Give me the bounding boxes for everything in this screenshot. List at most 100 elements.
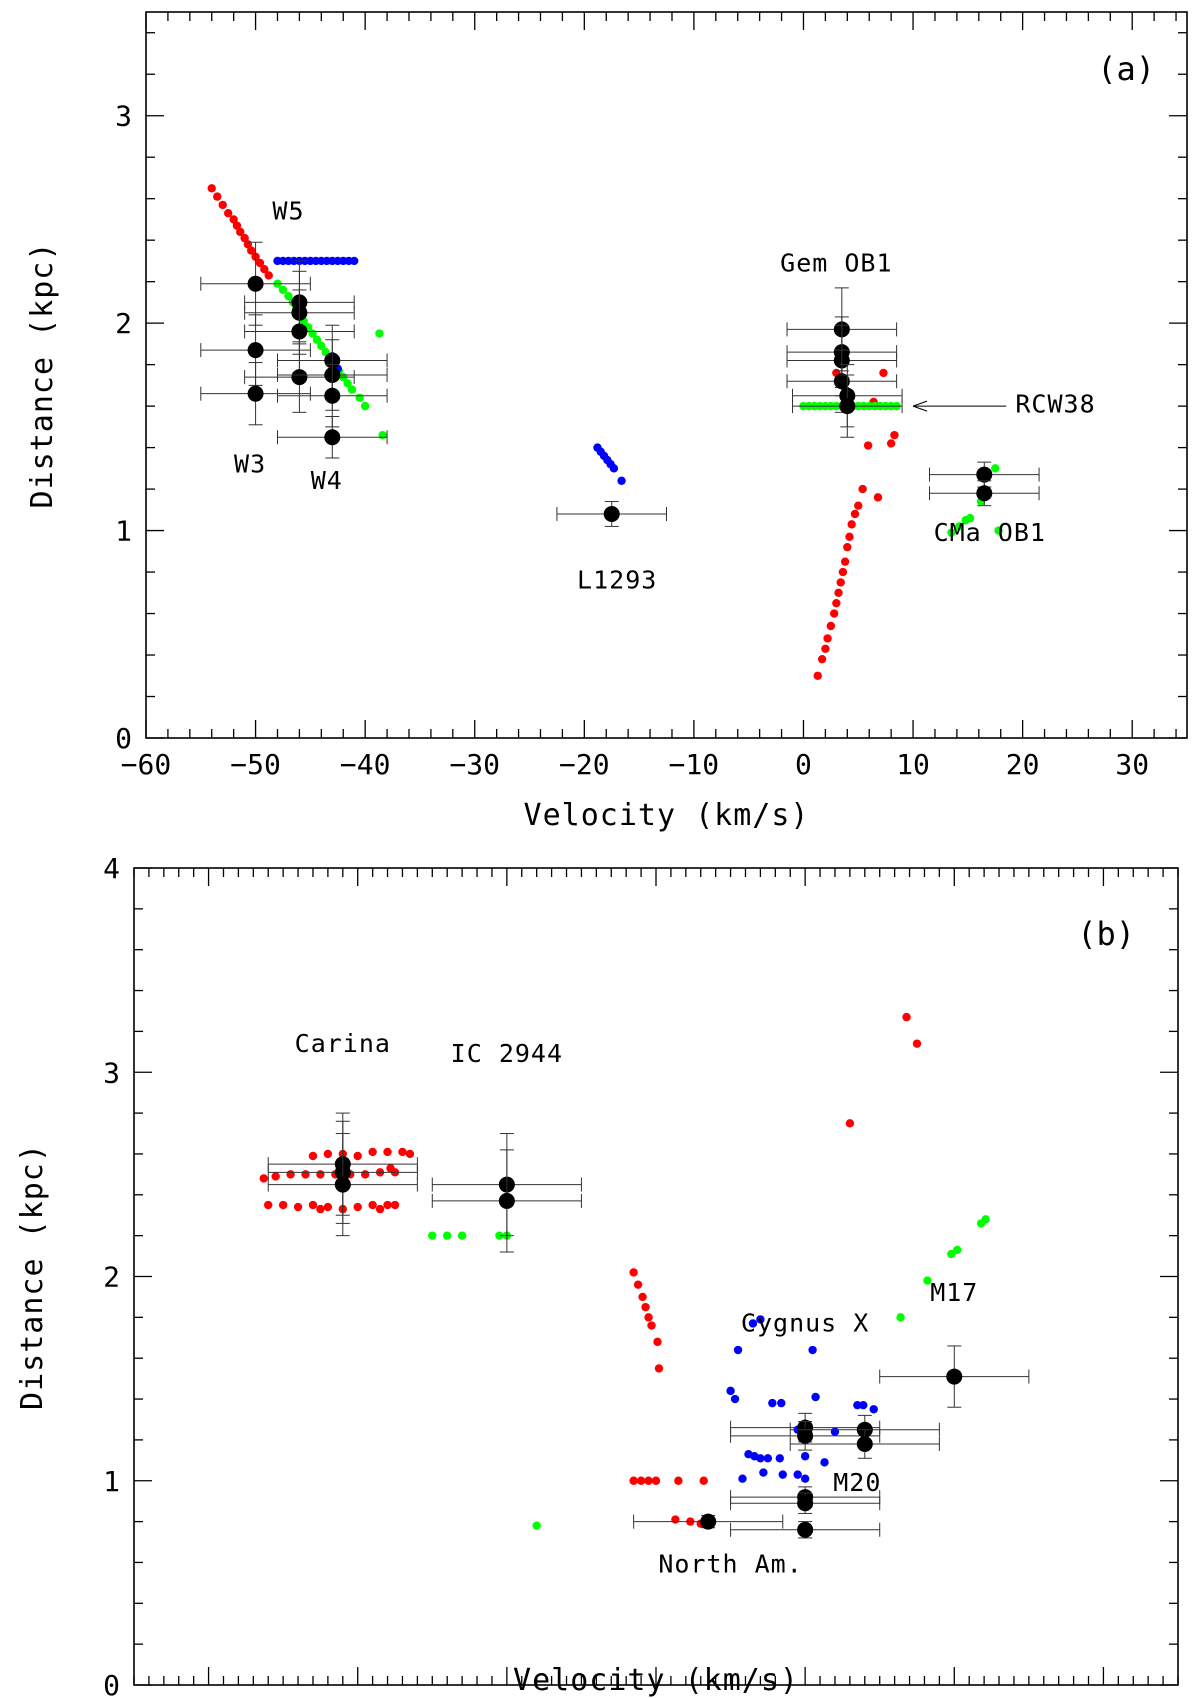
- panel-a: −60 −50 −40 −30 −20 −10 0 10 20 30 0 1 2 3 Velocity (k…: [25, 11, 1188, 833]
- red-point: [308, 1151, 318, 1161]
- red-point: [843, 542, 852, 552]
- red-point: [278, 1200, 288, 1210]
- green-point: [981, 1215, 990, 1224]
- x-tick-label: −40: [340, 748, 391, 781]
- black-data-point: [976, 485, 993, 502]
- red-point: [873, 493, 883, 502]
- red-point: [653, 1337, 662, 1347]
- red-point: [629, 1268, 638, 1277]
- green-point: [284, 291, 293, 301]
- black-data-point: [334, 1176, 351, 1193]
- x-tick-label: −30: [449, 748, 500, 781]
- red-point: [229, 215, 238, 224]
- red-point: [213, 192, 222, 201]
- blue-point: [811, 1392, 820, 1402]
- black-data-point: [324, 387, 341, 404]
- red-point: [854, 501, 863, 510]
- blue-point: [756, 1315, 765, 1324]
- blue-point: [759, 1468, 768, 1477]
- red-point: [316, 1170, 325, 1179]
- green-point: [457, 1231, 467, 1240]
- black-data-point: [797, 1521, 814, 1538]
- blue-point: [775, 1454, 784, 1463]
- red-point: [845, 1119, 855, 1128]
- blue-point: [756, 1454, 765, 1463]
- red-point: [838, 567, 848, 577]
- red-point: [232, 221, 242, 230]
- red-point: [832, 598, 841, 608]
- red-point: [259, 1174, 268, 1183]
- blue-point: [726, 1386, 735, 1396]
- red-point: [651, 1476, 661, 1485]
- red-point: [353, 1151, 362, 1161]
- x-tick-label: 0: [648, 1695, 665, 1698]
- red-point: [845, 532, 854, 541]
- black-data-point: [498, 1192, 515, 1209]
- black-data-point: [291, 369, 308, 386]
- red-point: [817, 654, 827, 664]
- red-point: [255, 258, 265, 268]
- red-point: [671, 1515, 680, 1524]
- red-point: [323, 1149, 333, 1159]
- red-point: [264, 1200, 273, 1210]
- black-data-point: [247, 385, 264, 402]
- red-point: [863, 441, 873, 450]
- red-point: [390, 1200, 400, 1210]
- black-data-point: [700, 1513, 717, 1530]
- region-label: Gem OB1: [780, 248, 892, 277]
- x-tick-label: 0: [795, 748, 812, 781]
- green-point: [954, 522, 964, 531]
- red-point: [323, 1202, 333, 1212]
- red-point: [674, 1476, 683, 1485]
- region-label: W5: [272, 196, 304, 225]
- black-data-point: [247, 275, 264, 292]
- red-point: [264, 271, 273, 280]
- red-point: [207, 184, 216, 193]
- red-point: [398, 1147, 407, 1157]
- x-axis-label: Velocity (km/s): [513, 1663, 799, 1698]
- red-point: [633, 1280, 643, 1289]
- blue-point: [350, 256, 359, 266]
- green-point: [443, 1231, 452, 1240]
- x-tick-label: −50: [230, 748, 281, 781]
- red-point: [858, 484, 867, 494]
- blue-point: [820, 1458, 829, 1467]
- red-point: [644, 1313, 653, 1322]
- arrow-head: [912, 405, 928, 412]
- red-point: [223, 209, 233, 218]
- y-tick-label: 2: [115, 307, 132, 340]
- x-tick-label: 10: [788, 1695, 822, 1698]
- region-label: Carina: [295, 1029, 391, 1058]
- blue-point: [738, 1474, 747, 1483]
- red-point: [236, 227, 245, 237]
- red-point: [368, 1147, 377, 1157]
- blue-point: [853, 1400, 862, 1410]
- red-point: [836, 578, 845, 587]
- black-data-point: [797, 1495, 814, 1512]
- red-point: [850, 509, 860, 519]
- black-data-point: [324, 429, 341, 446]
- x-tick-label: −20: [332, 1695, 383, 1698]
- region-label: CMa OB1: [934, 518, 1046, 547]
- red-point: [260, 265, 269, 274]
- green-point: [317, 341, 326, 351]
- region-label: IC 2944: [451, 1039, 563, 1068]
- green-point: [343, 379, 352, 388]
- region-label: M20: [833, 1468, 881, 1497]
- red-point: [647, 1321, 656, 1330]
- green-point: [896, 1313, 905, 1322]
- x-tick-label: −20: [559, 748, 610, 781]
- y-axis-label: Distance (kpc): [15, 1143, 50, 1410]
- black-data-point: [291, 323, 308, 340]
- green-point: [375, 329, 384, 338]
- blue-point: [617, 476, 626, 485]
- x-tick-label: 20: [1006, 748, 1040, 781]
- red-point: [699, 1476, 708, 1485]
- green-point: [991, 464, 1000, 473]
- red-point: [353, 1202, 362, 1212]
- blue-point: [859, 1400, 868, 1410]
- blue-point: [808, 1345, 817, 1355]
- x-tick-label: 20: [937, 1695, 971, 1698]
- x-tick-label: −10: [482, 1695, 533, 1698]
